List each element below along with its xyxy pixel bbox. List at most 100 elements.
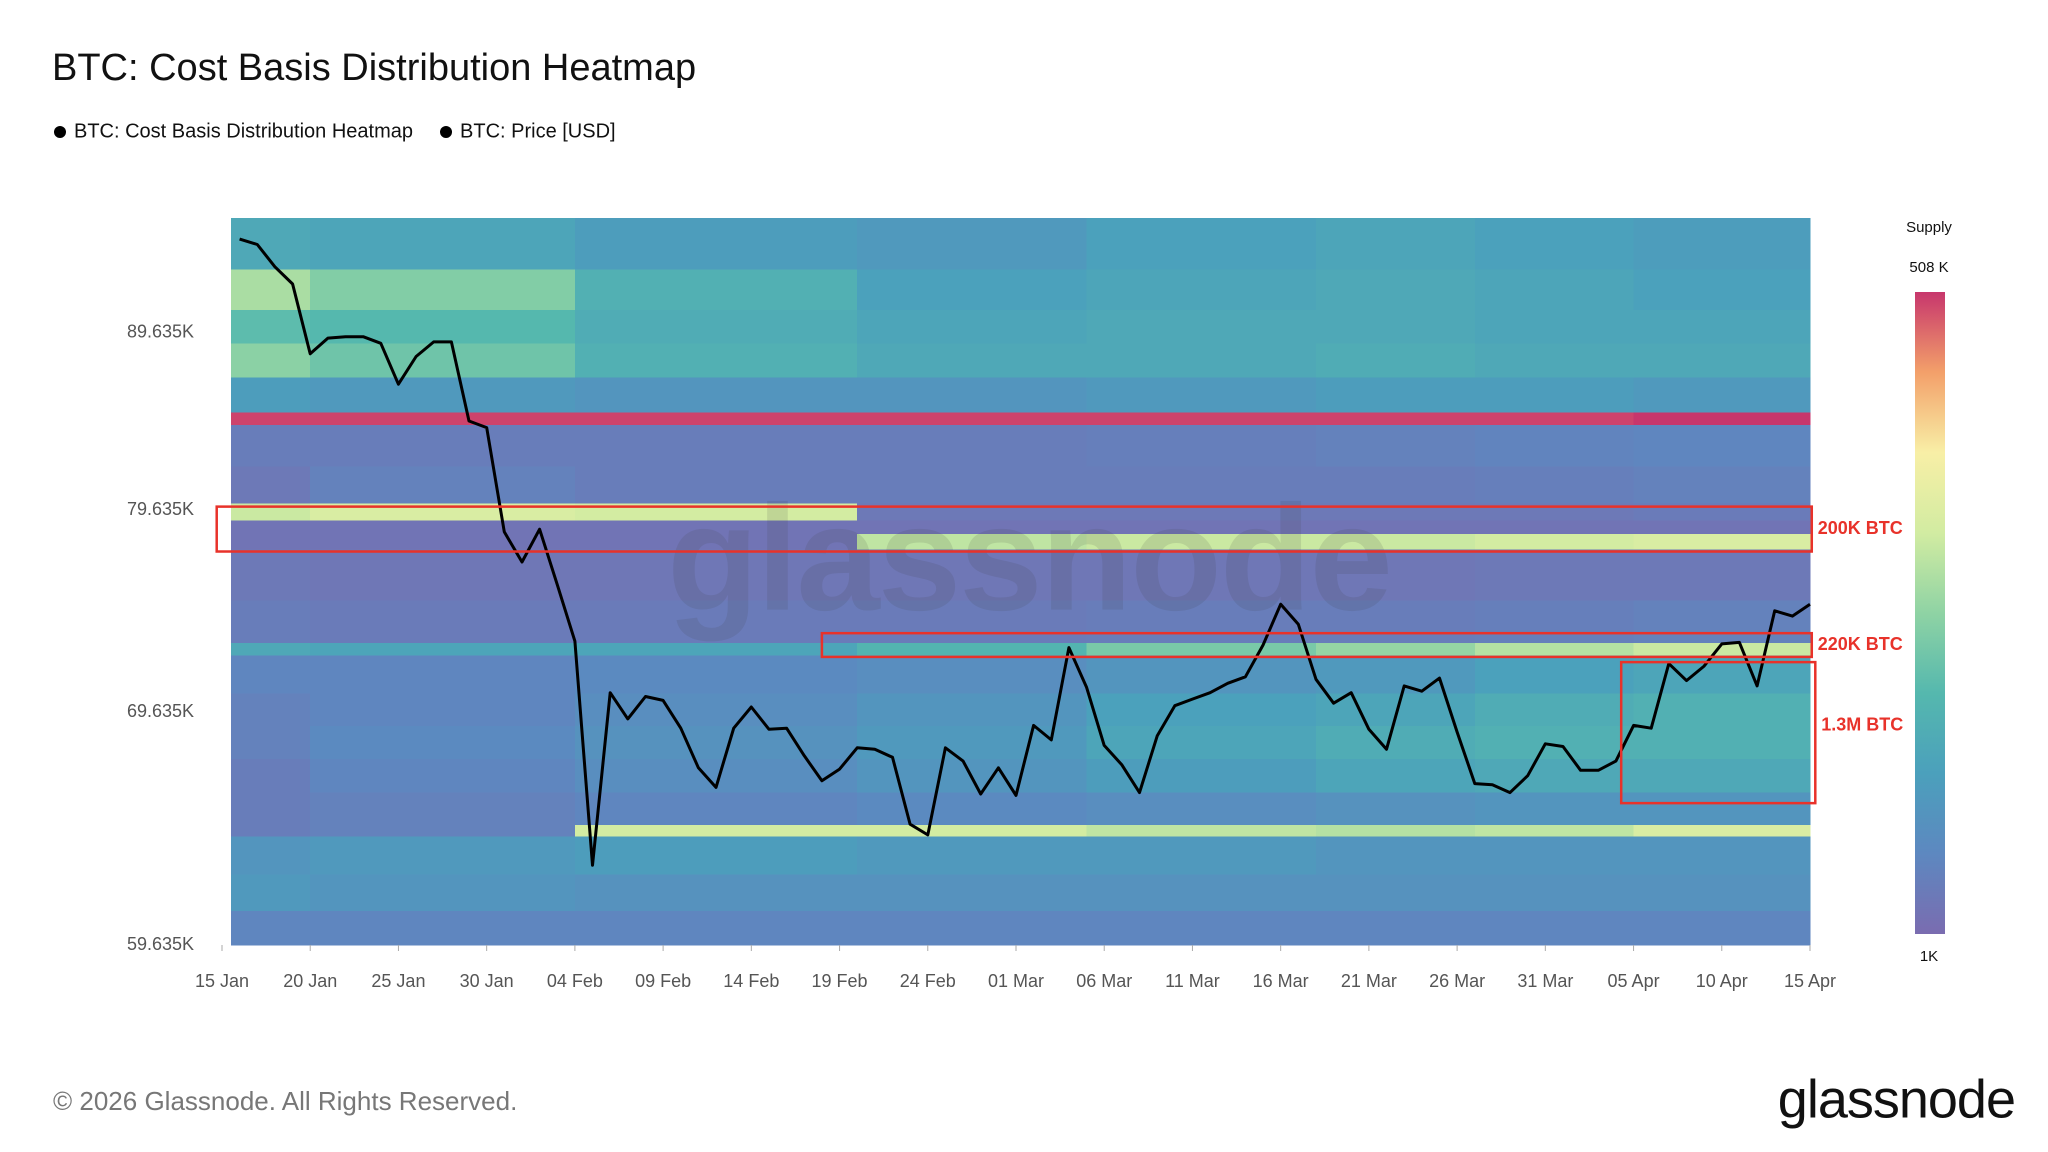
heatmap-cell <box>1474 269 1635 311</box>
x-tick-label: 31 Mar <box>1517 971 1573 991</box>
heatmap-cell <box>1086 269 1317 311</box>
heatmap-cell <box>1633 725 1811 760</box>
heatmap-cell <box>230 520 311 535</box>
x-tick-label: 11 Mar <box>1165 971 1220 991</box>
heatmap-cell <box>1474 725 1635 760</box>
heatmap-cell <box>1474 643 1635 657</box>
heatmap-cell <box>857 792 1088 826</box>
heatmap-cell <box>230 725 311 760</box>
heatmap-cell <box>1474 424 1635 468</box>
heatmap-cell <box>1086 343 1317 379</box>
x-tick-label: 24 Feb <box>900 971 956 991</box>
annotation-label: 1.3M BTC <box>1821 714 1903 734</box>
x-tick-label: 15 Apr <box>1784 971 1836 991</box>
heatmap-cell <box>1633 466 1811 505</box>
heatmap-cell <box>1315 758 1476 794</box>
heatmap-cell <box>574 824 858 838</box>
legend-marker <box>440 126 453 138</box>
heatmap-cell <box>1086 310 1317 344</box>
heatmap-cell <box>1633 503 1811 522</box>
heatmap-cell <box>1086 549 1317 602</box>
heatmap-cell <box>230 377 311 414</box>
heatmap-cell <box>574 910 858 946</box>
copyright: © 2026 Glassnode. All Rights Reserved. <box>53 1086 517 1116</box>
heatmap-cell <box>1474 910 1635 946</box>
heatmap-cell <box>1086 533 1317 550</box>
heatmap-cell <box>310 836 576 876</box>
heatmap-cell <box>1474 836 1635 876</box>
heatmap-cell <box>310 269 576 311</box>
heatmap-cell <box>857 836 1088 876</box>
heatmap-cell <box>1086 218 1317 270</box>
heatmap-cell <box>230 874 311 912</box>
heatmap-cell <box>1474 343 1635 379</box>
x-tick-label: 09 Feb <box>635 971 691 991</box>
heatmap-cell <box>1315 836 1476 876</box>
heatmap-cell <box>857 343 1088 379</box>
heatmap-cell <box>857 600 1088 644</box>
heatmap-cell <box>574 412 858 426</box>
heatmap-cell <box>310 218 576 270</box>
heatmap-cell <box>1633 910 1811 946</box>
logo: glassnode <box>1778 1069 2015 1129</box>
y-tick-label: 89.635K <box>127 322 194 342</box>
x-tick-label: 05 Apr <box>1608 971 1660 991</box>
heatmap-cell <box>230 533 311 550</box>
heatmap-cell <box>230 343 311 379</box>
x-tick-label: 30 Jan <box>460 971 514 991</box>
heatmap-cell <box>1474 693 1635 727</box>
colorbar <box>1915 292 1945 934</box>
heatmap-cell <box>310 520 576 535</box>
heatmap-cell <box>857 377 1088 414</box>
heatmap-cell <box>1086 725 1317 760</box>
heatmap-cell <box>1315 533 1476 550</box>
heatmap-cell <box>1633 874 1811 912</box>
heatmap-cell <box>230 466 311 505</box>
heatmap-cell <box>1086 792 1317 826</box>
heatmap-cell <box>1315 725 1476 760</box>
heatmap-cell <box>230 549 311 602</box>
heatmap-cell <box>1315 503 1476 522</box>
heatmap-cell <box>230 310 311 344</box>
colorbar-title: Supply <box>1906 219 1952 236</box>
heatmap-cell <box>857 655 1088 695</box>
heatmap-cell <box>574 466 858 505</box>
heatmap-cell <box>1086 758 1317 794</box>
x-tick-label: 26 Mar <box>1429 971 1485 991</box>
annotation-label: 200K BTC <box>1818 518 1903 538</box>
heatmap-cell <box>574 549 858 602</box>
heatmap-cell <box>1633 533 1811 550</box>
heatmap-cell <box>1474 600 1635 644</box>
heatmap-cell <box>857 503 1088 522</box>
heatmap-cell <box>574 792 858 826</box>
x-tick-label: 25 Jan <box>371 971 425 991</box>
x-tick-label: 15 Jan <box>195 971 249 991</box>
heatmap-cell <box>1086 412 1317 426</box>
heatmap-cell <box>230 824 311 838</box>
heatmap-cell <box>1315 343 1476 379</box>
price-line <box>239 237 1811 867</box>
heatmap-cell <box>310 725 576 760</box>
heatmap-cell <box>857 910 1088 946</box>
heatmap-cell <box>310 424 576 468</box>
heatmap-cell <box>1086 377 1317 414</box>
heatmap-cell <box>1086 466 1317 505</box>
y-tick-label: 79.635K <box>127 499 194 519</box>
heatmap-cell <box>1633 693 1811 727</box>
x-tick-label: 19 Feb <box>812 971 868 991</box>
y-tick-label: 69.635K <box>127 701 194 721</box>
heatmap-cell <box>1633 424 1811 468</box>
heatmap-cell <box>857 725 1088 760</box>
heatmap-cell <box>1315 824 1476 838</box>
heatmap-cell <box>1315 655 1476 695</box>
watermark: glassnode <box>667 474 1391 642</box>
heatmap-cell <box>310 792 576 826</box>
heatmap-cell <box>230 792 311 826</box>
heatmap-cell <box>1474 412 1635 426</box>
heatmap-cell <box>310 310 576 344</box>
heatmap-cell <box>310 343 576 379</box>
heatmap-cell <box>310 377 576 414</box>
heatmap-cell <box>1315 910 1476 946</box>
heatmap-cell <box>1086 503 1317 522</box>
heatmap-cell <box>857 424 1088 468</box>
